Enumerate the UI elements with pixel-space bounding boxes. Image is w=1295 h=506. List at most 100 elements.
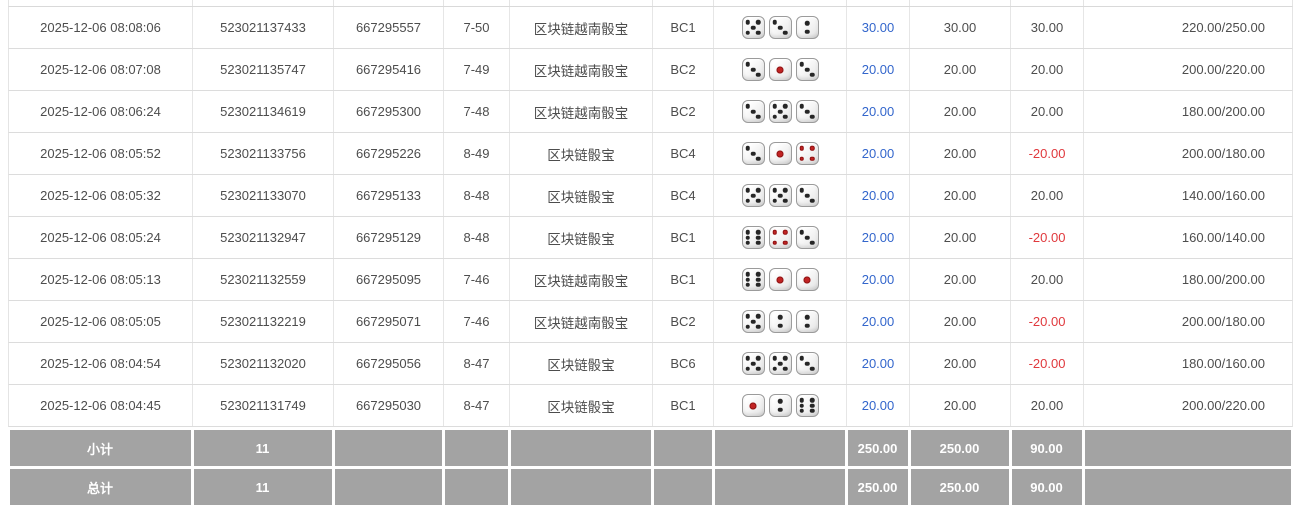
die-face-6	[741, 226, 765, 249]
cell-balance: 180.00/200.00	[1181, 272, 1265, 287]
die-dot	[755, 314, 761, 319]
cell-balance: 160.00/140.00	[1181, 230, 1265, 245]
cell-bet-time: 2025-12-06 08:04:45	[9, 385, 193, 426]
cell-bet-id: 523021137433	[193, 7, 334, 48]
cell-bet-amount: 20.00	[847, 385, 910, 426]
summary-label: 总计	[9, 469, 191, 505]
cell-valid-amount: 20.00	[910, 217, 1011, 258]
cell-dice-result	[714, 49, 847, 90]
cell-balance: 200.00/220.00	[1181, 62, 1265, 77]
cell-win-loss: 30.00	[1011, 7, 1084, 48]
die-dot	[782, 188, 788, 193]
die-face-3	[741, 58, 765, 81]
die-dot	[755, 198, 761, 203]
cell-round: 7-46	[444, 259, 510, 300]
die-face-5	[741, 16, 765, 39]
cell-period-id: 667295056	[334, 343, 444, 384]
die-dot	[755, 188, 761, 193]
cell-bet-id: 523021134619	[193, 91, 334, 132]
cell-win-loss: -20.00	[1011, 133, 1084, 174]
die-dot	[755, 272, 761, 277]
die-dot	[745, 198, 751, 203]
table-row: 2025-12-06 08:05:24 523021132947 6672951…	[8, 217, 1293, 259]
summary-empty-cell	[510, 430, 651, 466]
die-dot	[782, 230, 788, 235]
die-dot	[750, 151, 756, 156]
cell-dice-result	[714, 259, 847, 300]
summary-empty-cell	[653, 469, 712, 505]
cell-dice-result	[714, 7, 847, 48]
bet-amount-link[interactable]: 20.00	[861, 188, 895, 203]
cell-dice-result	[714, 175, 847, 216]
bet-amount-link[interactable]: 20.00	[861, 314, 895, 329]
cell-game-name: 区块链骰宝	[510, 343, 653, 384]
cell-bet-time: 2025-12-06 08:05:05	[9, 301, 193, 342]
bet-amount-link[interactable]: 20.00	[861, 230, 895, 245]
cell-bet-amount: 20.00	[847, 49, 910, 90]
summary-empty-cell	[444, 469, 508, 505]
cell-valid-amount: 20.00	[910, 91, 1011, 132]
die-face-2	[795, 16, 819, 39]
cell-bet-time: 2025-12-06 08:04:54	[9, 343, 193, 384]
die-dot	[745, 240, 751, 245]
summary-bet-total: 250.00	[847, 469, 908, 505]
die-face-5	[768, 184, 792, 207]
die-dot	[772, 230, 778, 235]
die-face-5	[741, 184, 765, 207]
cell-bet-amount: 20.00	[847, 91, 910, 132]
die-dot	[755, 72, 761, 77]
cell-round: 8-49	[444, 133, 510, 174]
cell-win-loss: 20.00	[1011, 385, 1084, 426]
cell-table-code: BC1	[653, 7, 714, 48]
die-dot	[745, 235, 751, 240]
cell-round: 7-49	[444, 49, 510, 90]
table-row: 2025-12-06 08:04:54 523021132020 6672950…	[8, 343, 1293, 385]
die-dot	[745, 272, 751, 277]
cell-bet-amount: 20.00	[847, 343, 910, 384]
die-dot	[777, 314, 783, 320]
summary-count: 11	[193, 469, 332, 505]
cell-game-name: 区块链越南骰宝	[510, 49, 653, 90]
cell-table-code: BC4	[653, 175, 714, 216]
cell-balance: 180.00/200.00	[1181, 104, 1265, 119]
die-dot	[804, 109, 810, 114]
die-dot	[809, 403, 815, 408]
die-dot	[755, 356, 761, 361]
die-dot	[804, 361, 810, 366]
cell-game-name: 区块链越南骰宝	[510, 259, 653, 300]
bet-amount-link[interactable]: 20.00	[861, 62, 895, 77]
bet-amount-link[interactable]: 20.00	[861, 272, 895, 287]
die-dot	[804, 314, 810, 320]
cell-bet-id: 523021135747	[193, 49, 334, 90]
summary-empty-cell	[444, 430, 508, 466]
die-face-1	[795, 268, 819, 291]
cell-balance: 220.00/250.00	[1181, 20, 1265, 35]
die-face-4	[795, 142, 819, 165]
die-dot	[809, 156, 815, 161]
die-face-4	[768, 226, 792, 249]
die-dot	[804, 20, 810, 26]
bet-amount-link[interactable]: 20.00	[861, 356, 895, 371]
die-dot	[745, 324, 751, 329]
cell-valid-amount: 20.00	[910, 259, 1011, 300]
cell-table-code: BC2	[653, 91, 714, 132]
table-footer: 小计 11 250.00 250.00 90.00 总计 11 250.00 2…	[8, 430, 1293, 505]
die-dot	[750, 109, 756, 114]
bet-amount-link[interactable]: 20.00	[861, 104, 895, 119]
cell-period-id: 667295557	[334, 7, 444, 48]
die-face-5	[768, 100, 792, 123]
cell-bet-id: 523021133070	[193, 175, 334, 216]
die-dot	[745, 20, 751, 25]
bet-amount-link[interactable]: 30.00	[861, 20, 895, 35]
cell-table-code: BC6	[653, 343, 714, 384]
bet-amount-link[interactable]: 20.00	[861, 146, 895, 161]
cell-valid-amount: 30.00	[910, 7, 1011, 48]
cell-bet-time: 2025-12-06 08:05:13	[9, 259, 193, 300]
die-face-3	[768, 16, 792, 39]
summary-empty-cell	[334, 469, 442, 505]
bet-amount-link[interactable]: 20.00	[861, 398, 895, 413]
die-dot	[776, 276, 784, 283]
die-dot	[745, 356, 751, 361]
summary-valid-total: 250.00	[910, 430, 1009, 466]
die-dot	[799, 230, 805, 235]
